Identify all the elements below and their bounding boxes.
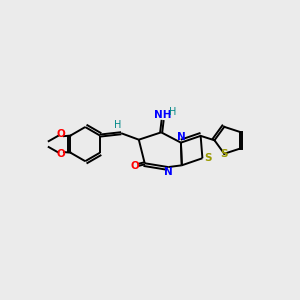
- Text: H: H: [114, 120, 122, 130]
- Text: S: S: [204, 153, 212, 163]
- Text: NH: NH: [154, 110, 171, 120]
- Text: N: N: [176, 132, 185, 142]
- Text: H: H: [169, 107, 177, 117]
- Text: O: O: [57, 129, 65, 139]
- Text: N: N: [164, 167, 172, 177]
- Text: S: S: [220, 149, 228, 159]
- Text: O: O: [57, 149, 65, 159]
- Text: O: O: [130, 161, 139, 171]
